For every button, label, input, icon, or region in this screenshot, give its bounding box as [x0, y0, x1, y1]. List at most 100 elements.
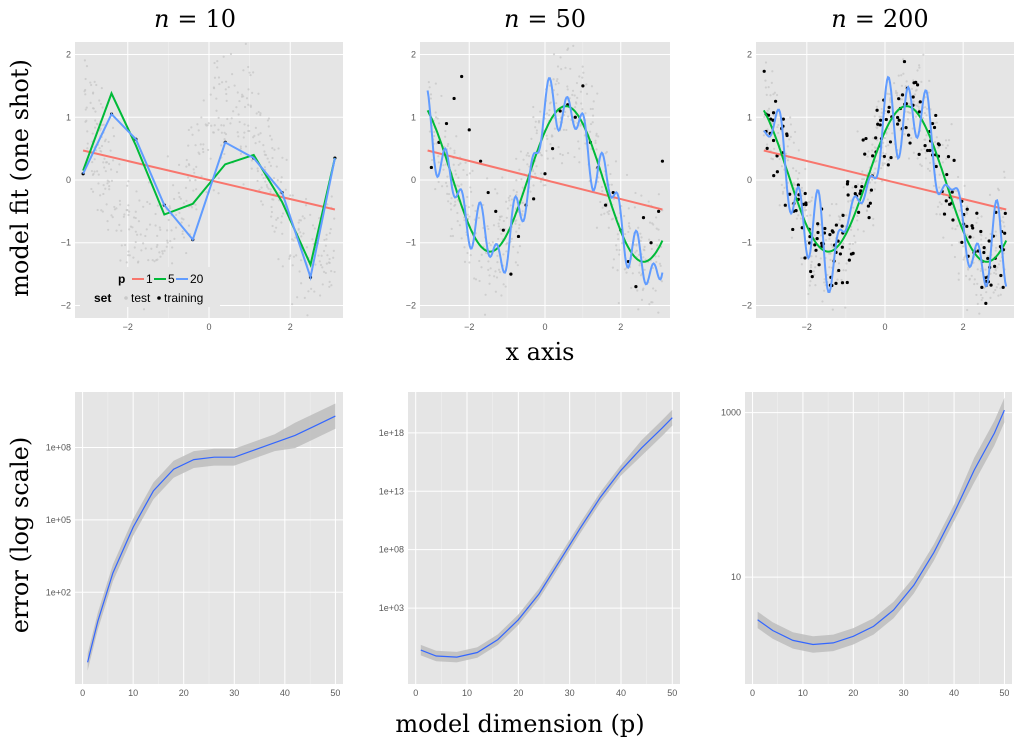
- test-point: [169, 240, 172, 243]
- legend-background: [80, 267, 220, 307]
- test-point: [319, 263, 323, 267]
- test-point: [452, 163, 455, 166]
- test-point: [480, 253, 483, 256]
- test-point: [256, 170, 259, 173]
- test-point: [127, 204, 130, 207]
- test-point: [856, 228, 860, 231]
- training-point: [878, 123, 882, 127]
- test-point: [144, 234, 147, 238]
- test-point: [498, 270, 502, 274]
- test-point: [85, 65, 89, 68]
- test-point: [625, 271, 628, 274]
- training-point: [783, 203, 787, 207]
- test-point: [640, 298, 644, 301]
- test-point: [264, 180, 267, 183]
- test-point: [955, 189, 958, 193]
- test-point: [657, 228, 660, 231]
- test-point: [487, 227, 490, 231]
- y-tick-label: 1e+08: [379, 545, 404, 555]
- test-point: [912, 79, 915, 82]
- test-point: [809, 266, 813, 269]
- test-point: [115, 207, 118, 210]
- test-point: [917, 102, 920, 105]
- test-point: [895, 94, 899, 97]
- test-point: [272, 198, 275, 201]
- test-point: [468, 172, 472, 175]
- test-point: [635, 243, 638, 246]
- training-point: [785, 133, 789, 138]
- test-point: [633, 206, 636, 209]
- test-point: [460, 237, 463, 240]
- test-point: [609, 172, 612, 176]
- training-point: [781, 117, 785, 121]
- test-point: [318, 294, 322, 297]
- test-point: [871, 178, 874, 181]
- training-point: [765, 146, 769, 150]
- test-point: [950, 123, 953, 126]
- test-point: [997, 294, 1000, 297]
- test-point: [976, 282, 979, 285]
- test-point: [441, 185, 444, 188]
- test-point: [120, 244, 123, 247]
- test-point: [601, 206, 604, 209]
- test-point: [849, 242, 852, 245]
- test-point: [640, 194, 643, 197]
- test-point: [584, 112, 587, 115]
- test-point: [980, 238, 983, 241]
- test-point: [321, 266, 324, 269]
- test-point: [837, 215, 841, 218]
- test-point: [128, 254, 131, 257]
- test-point: [473, 277, 476, 280]
- test-point: [310, 287, 313, 290]
- training-point: [874, 136, 878, 140]
- test-point: [885, 132, 888, 135]
- test-point: [202, 143, 205, 146]
- test-point: [436, 117, 439, 120]
- test-point: [923, 112, 927, 115]
- test-point: [322, 270, 326, 273]
- test-point: [280, 221, 283, 224]
- test-point: [979, 293, 983, 297]
- test-point: [307, 290, 310, 293]
- test-point: [880, 115, 883, 118]
- test-point: [849, 199, 852, 202]
- test-point: [90, 83, 93, 87]
- test-point: [980, 234, 983, 237]
- test-point: [270, 215, 273, 218]
- test-point: [844, 269, 848, 272]
- test-point: [912, 151, 915, 154]
- test-point: [431, 158, 434, 162]
- panel-title-n50: n = 50: [504, 5, 586, 33]
- test-point: [928, 161, 932, 164]
- test-point: [161, 252, 164, 255]
- test-point: [91, 132, 94, 135]
- training-point: [841, 213, 845, 217]
- test-point: [488, 274, 491, 277]
- test-point: [515, 230, 518, 233]
- test-point: [872, 224, 875, 227]
- test-point: [191, 133, 194, 136]
- test-point: [272, 176, 276, 180]
- test-point: [538, 151, 542, 155]
- test-point: [291, 303, 294, 306]
- test-point: [847, 200, 850, 203]
- test-point: [317, 254, 320, 257]
- x-tick-label: 10: [798, 688, 808, 698]
- test-point: [983, 286, 986, 290]
- legend-set-title: set: [94, 291, 111, 305]
- test-point: [255, 112, 258, 115]
- test-point: [127, 250, 130, 253]
- test-point: [837, 262, 841, 265]
- training-point: [1003, 211, 1007, 215]
- test-point: [861, 170, 864, 173]
- test-point: [107, 228, 110, 231]
- test-point: [518, 168, 521, 171]
- test-point: [616, 233, 619, 236]
- test-point: [814, 255, 818, 258]
- test-point: [212, 86, 216, 89]
- test-point: [250, 167, 253, 170]
- training-point: [965, 207, 969, 211]
- training-point: [911, 95, 915, 99]
- test-point: [637, 253, 641, 256]
- training-point: [982, 250, 986, 255]
